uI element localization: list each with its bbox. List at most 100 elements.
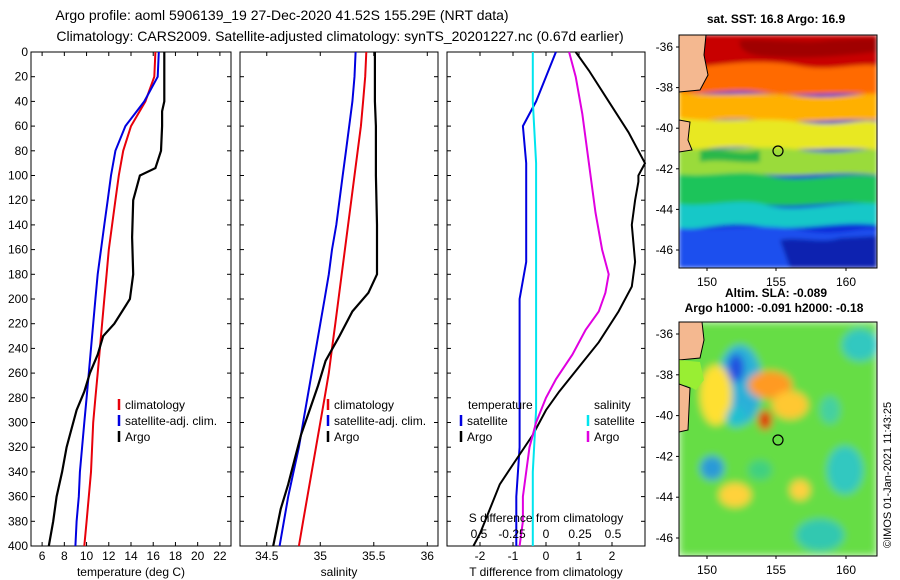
y-tick-label: 200 xyxy=(8,292,28,306)
legend-label: satellite-adj. clim. xyxy=(334,414,426,428)
y-tick-label: 180 xyxy=(8,267,28,281)
legend-title: temperature xyxy=(468,398,533,412)
series-line-salinity-satellite xyxy=(531,52,538,546)
legend-label: satellite-adj. clim. xyxy=(125,414,217,428)
y-tick-label: 280 xyxy=(8,391,28,405)
lat-tick-label: -44 xyxy=(656,490,674,504)
lon-tick-label: 150 xyxy=(697,275,717,289)
sla-map: Argo h1000: -0.091 h2000: -0.18 xyxy=(656,301,878,577)
x-tick-label: 22 xyxy=(213,549,227,563)
y-tick-label: 260 xyxy=(8,366,28,380)
imos-credit: ©IMOS 01-Jan-2021 11:43:25 xyxy=(882,402,894,548)
lon-tick-label: 150 xyxy=(697,563,717,577)
lat-tick-label: -38 xyxy=(656,368,674,382)
x-tick-label: 12 xyxy=(102,549,116,563)
legend-label: Argo xyxy=(467,430,493,444)
x-tick-label: 10 xyxy=(80,549,94,563)
x-tick-label: 18 xyxy=(169,549,183,563)
legend-label: climatology xyxy=(334,398,394,412)
x-tick-label: -1 xyxy=(508,549,519,563)
series-line-temperature-satellite xyxy=(515,51,557,546)
y-tick-label: 340 xyxy=(8,465,28,479)
altimeter-sla-label: Altim. SLA: -0.089 xyxy=(725,286,827,300)
x-tick-label-secondary: 0.5 xyxy=(605,527,622,541)
x-axis-label-secondary: S difference from climatology xyxy=(469,511,624,525)
series-line-temperature-argo xyxy=(472,51,647,547)
y-tick-label: 160 xyxy=(8,243,28,257)
series-line-climatology xyxy=(83,51,157,547)
salinity-plot: 34.5 35 35.5 36 salinity climatology satellite… xyxy=(239,51,439,579)
y-tick-label: 100 xyxy=(8,169,28,183)
lat-tick-label: -40 xyxy=(656,121,674,135)
legend-label: satellite xyxy=(467,414,508,428)
x-tick-label: 34.5 xyxy=(255,549,279,563)
y-tick-label: 20 xyxy=(15,70,29,84)
x-tick-label: 35.5 xyxy=(362,549,386,563)
lon-tick-label: 160 xyxy=(836,563,856,577)
x-tick-label-secondary: -0.25 xyxy=(498,527,526,541)
series-line-satellite-adj-clim- xyxy=(74,51,160,547)
x-axis-label: temperature (deg C) xyxy=(77,565,185,579)
series-line-climatology xyxy=(297,51,368,547)
x-tick-label: 8 xyxy=(61,549,68,563)
plot-frame xyxy=(446,51,646,547)
y-tick-label: 40 xyxy=(15,94,29,108)
y-tick-label: 360 xyxy=(8,490,28,504)
sst-map-argo-marker[interactable] xyxy=(772,145,784,157)
lon-tick-label: 155 xyxy=(766,563,786,577)
y-tick-label: 300 xyxy=(8,416,28,430)
y-tick-label: 80 xyxy=(15,144,29,158)
x-tick-label: 2 xyxy=(609,549,616,563)
x-tick-label: 35 xyxy=(314,549,328,563)
y-tick-label: 120 xyxy=(8,193,28,207)
legend-title: salinity xyxy=(594,398,631,412)
y-tick-label: 400 xyxy=(8,539,28,553)
sla-map-argo-marker[interactable] xyxy=(772,434,784,446)
sst-map-frame xyxy=(678,34,878,269)
x-tick-label: 20 xyxy=(191,549,205,563)
lat-tick-label: -40 xyxy=(656,409,674,423)
y-tick-label: 320 xyxy=(8,440,28,454)
x-tick-label: 16 xyxy=(147,549,161,563)
lat-tick-label: -46 xyxy=(656,531,674,545)
lat-tick-label: -46 xyxy=(656,243,674,257)
legend-label: Argo xyxy=(334,430,360,444)
lat-tick-label: -42 xyxy=(656,449,674,463)
lat-tick-label: -42 xyxy=(656,162,674,176)
y-tick-label: 140 xyxy=(8,218,28,232)
lat-tick-label: -44 xyxy=(656,202,674,216)
series-line-argo xyxy=(272,52,379,547)
series-line-argo xyxy=(47,52,166,547)
x-tick-label-secondary: 0.25 xyxy=(568,527,592,541)
y-tick-label: 220 xyxy=(8,317,28,331)
sst-map: sat. SST: 16.8 Argo: 16.9 -36-38-40-42-4 xyxy=(656,12,878,300)
lon-tick-label: 160 xyxy=(836,275,856,289)
series-line-satellite-adj-clim- xyxy=(278,51,357,547)
x-tick-label: 14 xyxy=(124,549,138,563)
difference-plot: -2 -1 0 1 2 T difference from climatology temp… xyxy=(446,51,647,579)
series-line-salinity-argo xyxy=(518,51,610,547)
x-tick-label: 36 xyxy=(421,549,435,563)
x-tick-label: 6 xyxy=(39,549,46,563)
x-tick-label: -2 xyxy=(475,549,486,563)
legend-label: satellite xyxy=(594,414,635,428)
y-tick-label: 240 xyxy=(8,341,28,355)
y-tick-label: 380 xyxy=(8,514,28,528)
x-axis-label: T difference from climatology xyxy=(469,565,623,579)
y-tick-label: 60 xyxy=(15,119,29,133)
lat-tick-label: -38 xyxy=(656,81,674,95)
title-line-2: Climatology: CARS2009. Satellite-adjuste… xyxy=(56,28,623,44)
x-axis-label: salinity xyxy=(321,565,358,579)
x-tick-label-secondary: 0 xyxy=(543,527,550,541)
title-line-1: Argo profile: aoml 5906139_19 27-Dec-202… xyxy=(55,7,508,23)
sla-map-frame xyxy=(678,321,878,557)
lat-tick-label: -36 xyxy=(656,40,674,54)
legend-label: climatology xyxy=(125,398,185,412)
sla-map-title: Argo h1000: -0.091 h2000: -0.18 xyxy=(685,301,864,315)
lon-tick-label: 155 xyxy=(766,275,786,289)
legend-label: Argo xyxy=(125,430,151,444)
sst-map-title: sat. SST: 16.8 Argo: 16.9 xyxy=(707,12,846,26)
x-tick-label-secondary: 0.5 xyxy=(471,527,488,541)
x-tick-label: 0 xyxy=(543,549,550,563)
